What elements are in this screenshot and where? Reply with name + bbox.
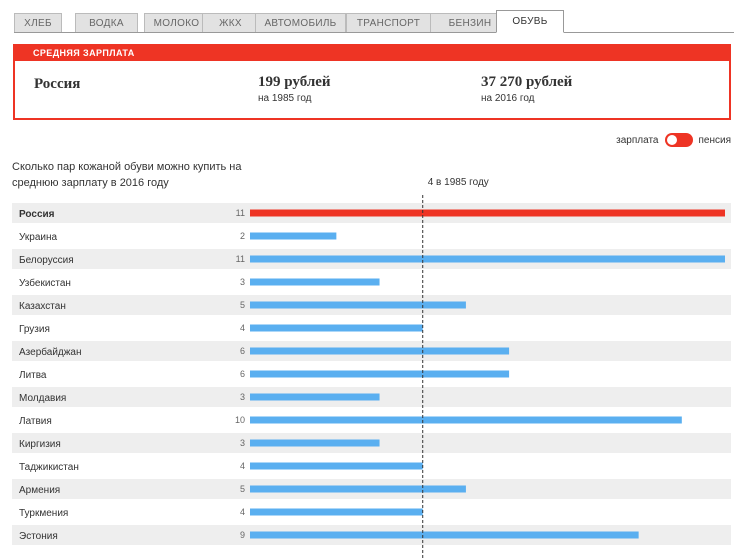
- value-label: 11: [236, 254, 245, 264]
- country-label: Латвия: [19, 416, 52, 427]
- tab-vodka[interactable]: ВОДКА: [75, 13, 138, 32]
- selected-country: Россия: [34, 76, 81, 92]
- country-label: Эстония: [19, 531, 58, 542]
- bar: [250, 209, 725, 217]
- bar: [250, 439, 380, 447]
- salary-2016-amount: 37 270 рублей: [481, 74, 573, 90]
- bar: [250, 255, 725, 263]
- salary-1985: 199 рублей на 1985 год: [258, 74, 331, 104]
- value-label: 2: [240, 231, 245, 241]
- country-label: Узбекистан: [19, 277, 71, 289]
- salary-2016-year: на 2016 год: [481, 93, 535, 104]
- toggle-switch[interactable]: [664, 133, 693, 147]
- tab-utilities[interactable]: ЖКХ: [202, 13, 259, 32]
- tab-transport[interactable]: ТРАНСПОРТ: [346, 13, 431, 32]
- salary-2016: 37 270 рублей на 2016 год: [481, 74, 572, 104]
- bar: [250, 370, 510, 378]
- bar: [250, 301, 466, 309]
- bar: [250, 347, 510, 355]
- value-label: 3: [240, 438, 245, 448]
- salary-pension-toggle: зарплата пенсия: [616, 133, 731, 147]
- reference-line-label: 4 в 1985 году: [427, 177, 489, 188]
- country-label: Казахстан: [19, 301, 66, 312]
- bar: [250, 324, 423, 332]
- value-label: 5: [240, 300, 245, 310]
- salary-panel: СРЕДНЯЯ ЗАРПЛАТА Россия 199 рублей на 19…: [13, 44, 731, 120]
- bar: [250, 508, 423, 516]
- toggle-label-pension[interactable]: пенсия: [698, 134, 732, 146]
- value-label: 3: [240, 392, 245, 402]
- bar: [250, 485, 466, 493]
- country-label: Армения: [19, 485, 60, 496]
- tab-bread[interactable]: ХЛЕБ: [14, 13, 62, 32]
- salary-1985-year: на 1985 год: [258, 93, 312, 104]
- country-label: Туркмения: [19, 508, 68, 519]
- tab-shoes[interactable]: ОБУВЬ: [496, 10, 564, 33]
- country-label: Грузия: [19, 324, 50, 335]
- shoes-bar-chart: Россия 11 Украина 2 Белоруссия 11 Узбекистан 3 К…: [12, 195, 731, 558]
- country-label: Таджикистан: [19, 462, 79, 473]
- country-label: Россия: [19, 209, 55, 220]
- toggle-label-salary[interactable]: зарплата: [616, 134, 659, 146]
- value-label: 10: [235, 415, 245, 425]
- toggle-knob[interactable]: [666, 135, 677, 145]
- country-label: Молдавия: [19, 393, 66, 404]
- salary-1985-amount: 199 рублей: [258, 74, 331, 90]
- value-label: 6: [240, 346, 245, 356]
- bar: [250, 232, 337, 240]
- value-label: 9: [240, 530, 245, 540]
- tabs-baseline: [14, 32, 734, 33]
- bar: [250, 416, 682, 424]
- country-label: Украина: [19, 232, 58, 243]
- category-tabs: ХЛЕБ ВОДКА МОЛОКО ЖКХ АВТОМОБИЛЬ ТРАНСПО…: [14, 10, 734, 35]
- country-label: Белоруссия: [19, 255, 74, 266]
- country-label: Киргизия: [19, 439, 61, 450]
- chart-title: Сколько пар кожаной обуви можно купить н…: [12, 161, 242, 189]
- country-label: Азербайджан: [19, 346, 82, 358]
- tab-car[interactable]: АВТОМОБИЛЬ: [255, 13, 346, 32]
- tab-milk[interactable]: МОЛОКО: [144, 13, 209, 32]
- bar: [250, 278, 380, 286]
- value-label: 4: [240, 507, 245, 517]
- value-label: 6: [240, 369, 245, 379]
- value-label: 5: [240, 484, 245, 494]
- country-label: Литва: [19, 370, 47, 381]
- value-label: 3: [240, 277, 245, 287]
- value-label: 4: [240, 323, 245, 333]
- bar: [250, 393, 380, 401]
- value-label: 4: [240, 461, 245, 471]
- bar: [250, 462, 423, 470]
- salary-panel-header: СРЕДНЯЯ ЗАРПЛАТА: [15, 46, 729, 61]
- value-label: 11: [236, 208, 245, 218]
- bar: [250, 531, 639, 539]
